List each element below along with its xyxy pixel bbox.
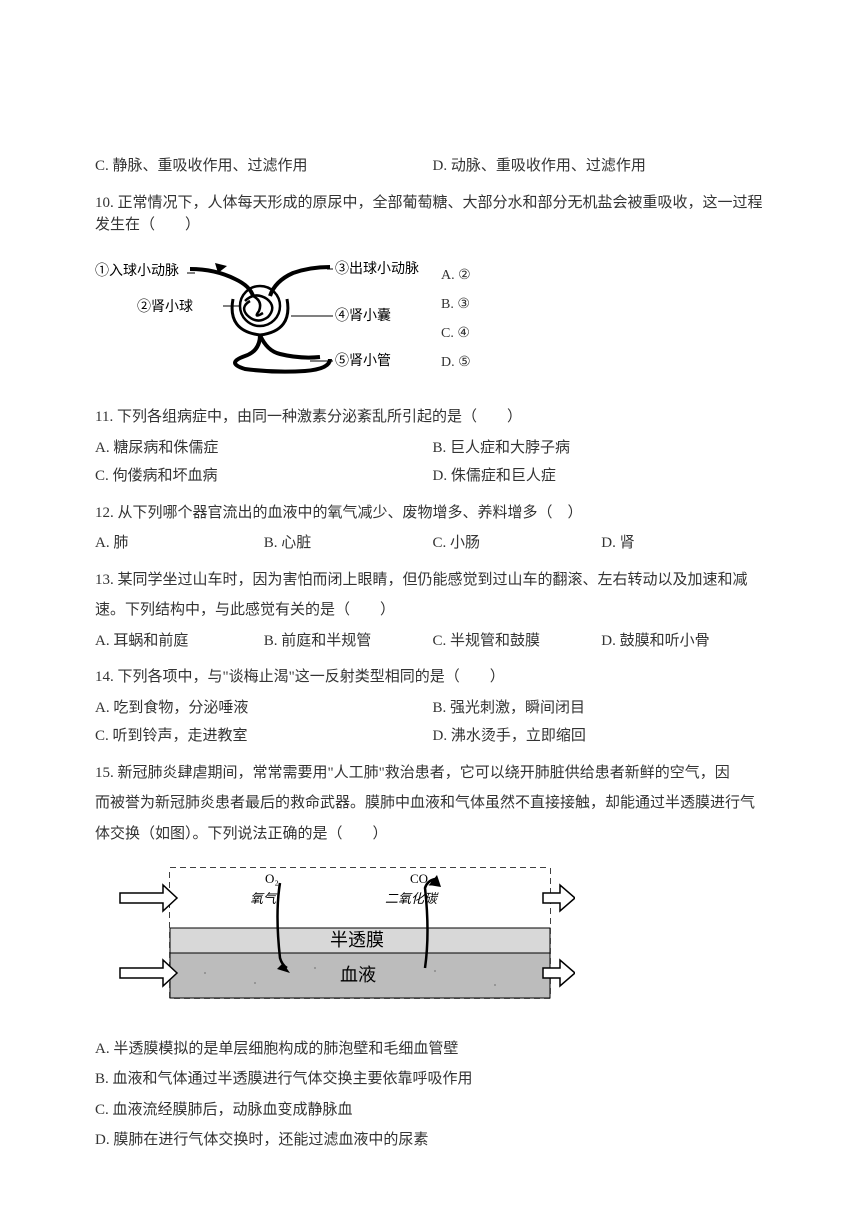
q13-opt-b: B. 前庭和半规管 (264, 630, 433, 653)
q12-opt-b: B. 心脏 (264, 532, 433, 555)
label-afferent: ①入球小动脉 (95, 263, 179, 279)
q12-stem: 12. 从下列哪个器官流出的血液中的氧气减少、废物增多、养料增多（ ） (95, 502, 770, 525)
q13-stem-line1: 13. 某同学坐过山车时，因为害怕而闭上眼睛，但仍能感觉到过山车的翻滚、左右转动… (95, 569, 770, 592)
top-partial-options: C. 静脉、重吸收作用、过滤作用 D. 动脉、重吸收作用、过滤作用 (95, 155, 770, 178)
q14-opt-a: A. 吃到食物，分泌唾液 (95, 697, 433, 720)
q15-opt-d: D. 膜肺在进行气体交换时，还能过滤血液中的尿素 (95, 1129, 770, 1152)
label-glomerulus: ②肾小球 (137, 299, 193, 315)
q11-opt-b: B. 巨人症和大脖子病 (433, 437, 771, 460)
q15-stem-line1: 15. 新冠肺炎肆虐期间，常常需要用"人工肺"救治患者，它可以绕开肺脏供给患者新… (95, 762, 770, 785)
q10-diagram: ①入球小动脉 ②肾小球 ③出球小动脉 ④肾小囊 ⑤肾小管 A. ② B. ③ C… (95, 251, 770, 389)
q12-opt-d: D. 肾 (601, 532, 770, 555)
q15-opt-a: A. 半透膜模拟的是单层细胞构成的肺泡壁和毛细血管壁 (95, 1038, 770, 1061)
label-tubule: ⑤肾小管 (335, 353, 391, 369)
option-d: D. 动脉、重吸收作用、过滤作用 (433, 155, 771, 178)
q14-options-row1: A. 吃到食物，分泌唾液 B. 强光刺激，瞬间闭目 (95, 697, 770, 720)
q10-stem: 10. 正常情况下，人体每天形成的原尿中，全部葡萄糖、大部分水和部分无机盐会被重… (95, 192, 770, 237)
q15-opt-b: B. 血液和气体通过半透膜进行气体交换主要依靠呼吸作用 (95, 1068, 770, 1091)
q12-options: A. 肺 B. 心脏 C. 小肠 D. 肾 (95, 532, 770, 555)
q13-opt-c: C. 半规管和鼓膜 (433, 630, 602, 653)
q10-opt-c: C. ④ (441, 323, 471, 344)
label-o2-cn: 氧气 (250, 891, 278, 906)
q11-stem: 11. 下列各组病症中，由同一种激素分泌紊乱所引起的是（ ） (95, 406, 770, 429)
q14-options-row2: C. 听到铃声，走进教室 D. 沸水烫手，立即缩回 (95, 725, 770, 748)
q14-stem: 14. 下列各项中，与"谈梅止渴"这一反射类型相同的是（ ） (95, 666, 770, 689)
q10-options: A. ② B. ③ C. ④ D. ⑤ (437, 265, 471, 373)
q10-opt-b: B. ③ (441, 294, 471, 315)
option-c: C. 静脉、重吸收作用、过滤作用 (95, 155, 433, 178)
q10-opt-d: D. ⑤ (441, 352, 471, 373)
q12-opt-c: C. 小肠 (433, 532, 602, 555)
nephron-diagram: ①入球小动脉 ②肾小球 ③出球小动脉 ④肾小囊 ⑤肾小管 (95, 251, 425, 389)
q13-options: A. 耳蜗和前庭 B. 前庭和半规管 C. 半规管和鼓膜 D. 鼓膜和听小骨 (95, 630, 770, 653)
q13-stem-line2: 速。下列结构中，与此感觉有关的是（ ） (95, 599, 770, 622)
q11-options-row2: C. 佝偻病和坏血病 D. 侏儒症和巨人症 (95, 465, 770, 488)
q15-diagram: O₂ 氧气 CO₂ 二氧化碳 半透膜 血液 (115, 863, 575, 1016)
q13-opt-a: A. 耳蜗和前庭 (95, 630, 264, 653)
label-capsule: ④肾小囊 (335, 307, 391, 324)
q15-stem-line3: 体交换（如图）。下列说法正确的是（ ） (95, 823, 770, 846)
label-co2: CO₂ (410, 871, 433, 886)
q11-options-row1: A. 糖尿病和侏儒症 B. 巨人症和大脖子病 (95, 437, 770, 460)
q15-stem-line2: 而被誉为新冠肺炎患者最后的救命武器。膜肺中血液和气体虽然不直接接触，却能通过半透… (95, 792, 770, 815)
label-efferent: ③出球小动脉 (335, 261, 419, 277)
label-membrane: 半透膜 (330, 930, 384, 950)
q14-opt-b: B. 强光刺激，瞬间闭目 (433, 697, 771, 720)
q11-opt-a: A. 糖尿病和侏儒症 (95, 437, 433, 460)
label-co2-cn: 二氧化碳 (385, 891, 439, 906)
q10-opt-a: A. ② (441, 265, 471, 286)
label-o2: O₂ (265, 871, 279, 886)
q13-opt-d: D. 鼓膜和听小骨 (601, 630, 770, 653)
q11-opt-d: D. 侏儒症和巨人症 (433, 465, 771, 488)
q12-opt-a: A. 肺 (95, 532, 264, 555)
q11-opt-c: C. 佝偻病和坏血病 (95, 465, 433, 488)
q15-opt-c: C. 血液流经膜肺后，动脉血变成静脉血 (95, 1099, 770, 1122)
q14-opt-d: D. 沸水烫手，立即缩回 (433, 725, 771, 748)
q14-opt-c: C. 听到铃声，走进教室 (95, 725, 433, 748)
label-blood: 血液 (340, 965, 376, 985)
